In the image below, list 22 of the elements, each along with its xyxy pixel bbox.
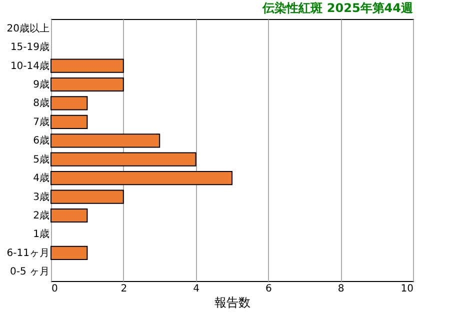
y-tick-label: 5歳 — [33, 153, 50, 166]
y-tick-label: 0-5 ヶ月 — [10, 266, 50, 278]
y-tick-label: 2歳 — [33, 210, 50, 222]
y-tick-label: 6歳 — [33, 134, 50, 147]
x-tick-label: 0 — [52, 284, 58, 294]
y-tick-label: 6-11ヶ月 — [6, 248, 50, 259]
x-tick-label: 8 — [338, 284, 344, 294]
x-tick-label: 2 — [120, 284, 128, 294]
y-tick-label: 3歳 — [33, 190, 50, 203]
x-tick-label: 10 — [400, 284, 414, 294]
y-tick-label: 10-14歳 — [10, 60, 50, 72]
y-tick-label: 20歳以上 — [6, 22, 50, 34]
y-tick-label: 1歳 — [33, 228, 50, 240]
chart-title: 伝染性紅斑 2025年第44週 — [262, 1, 414, 15]
y-tick-label: 4歳 — [33, 172, 50, 184]
y-tick-label: 9歳 — [33, 78, 50, 90]
y-tick-label: 7歳 — [33, 116, 50, 128]
x-tick-label: 4 — [193, 284, 200, 294]
y-tick-label: 15-19歳 — [10, 41, 50, 54]
y-tick-label: 8歳 — [33, 97, 50, 110]
x-axis-title: 報告数 — [214, 296, 250, 310]
x-tick-label: 6 — [266, 284, 272, 294]
